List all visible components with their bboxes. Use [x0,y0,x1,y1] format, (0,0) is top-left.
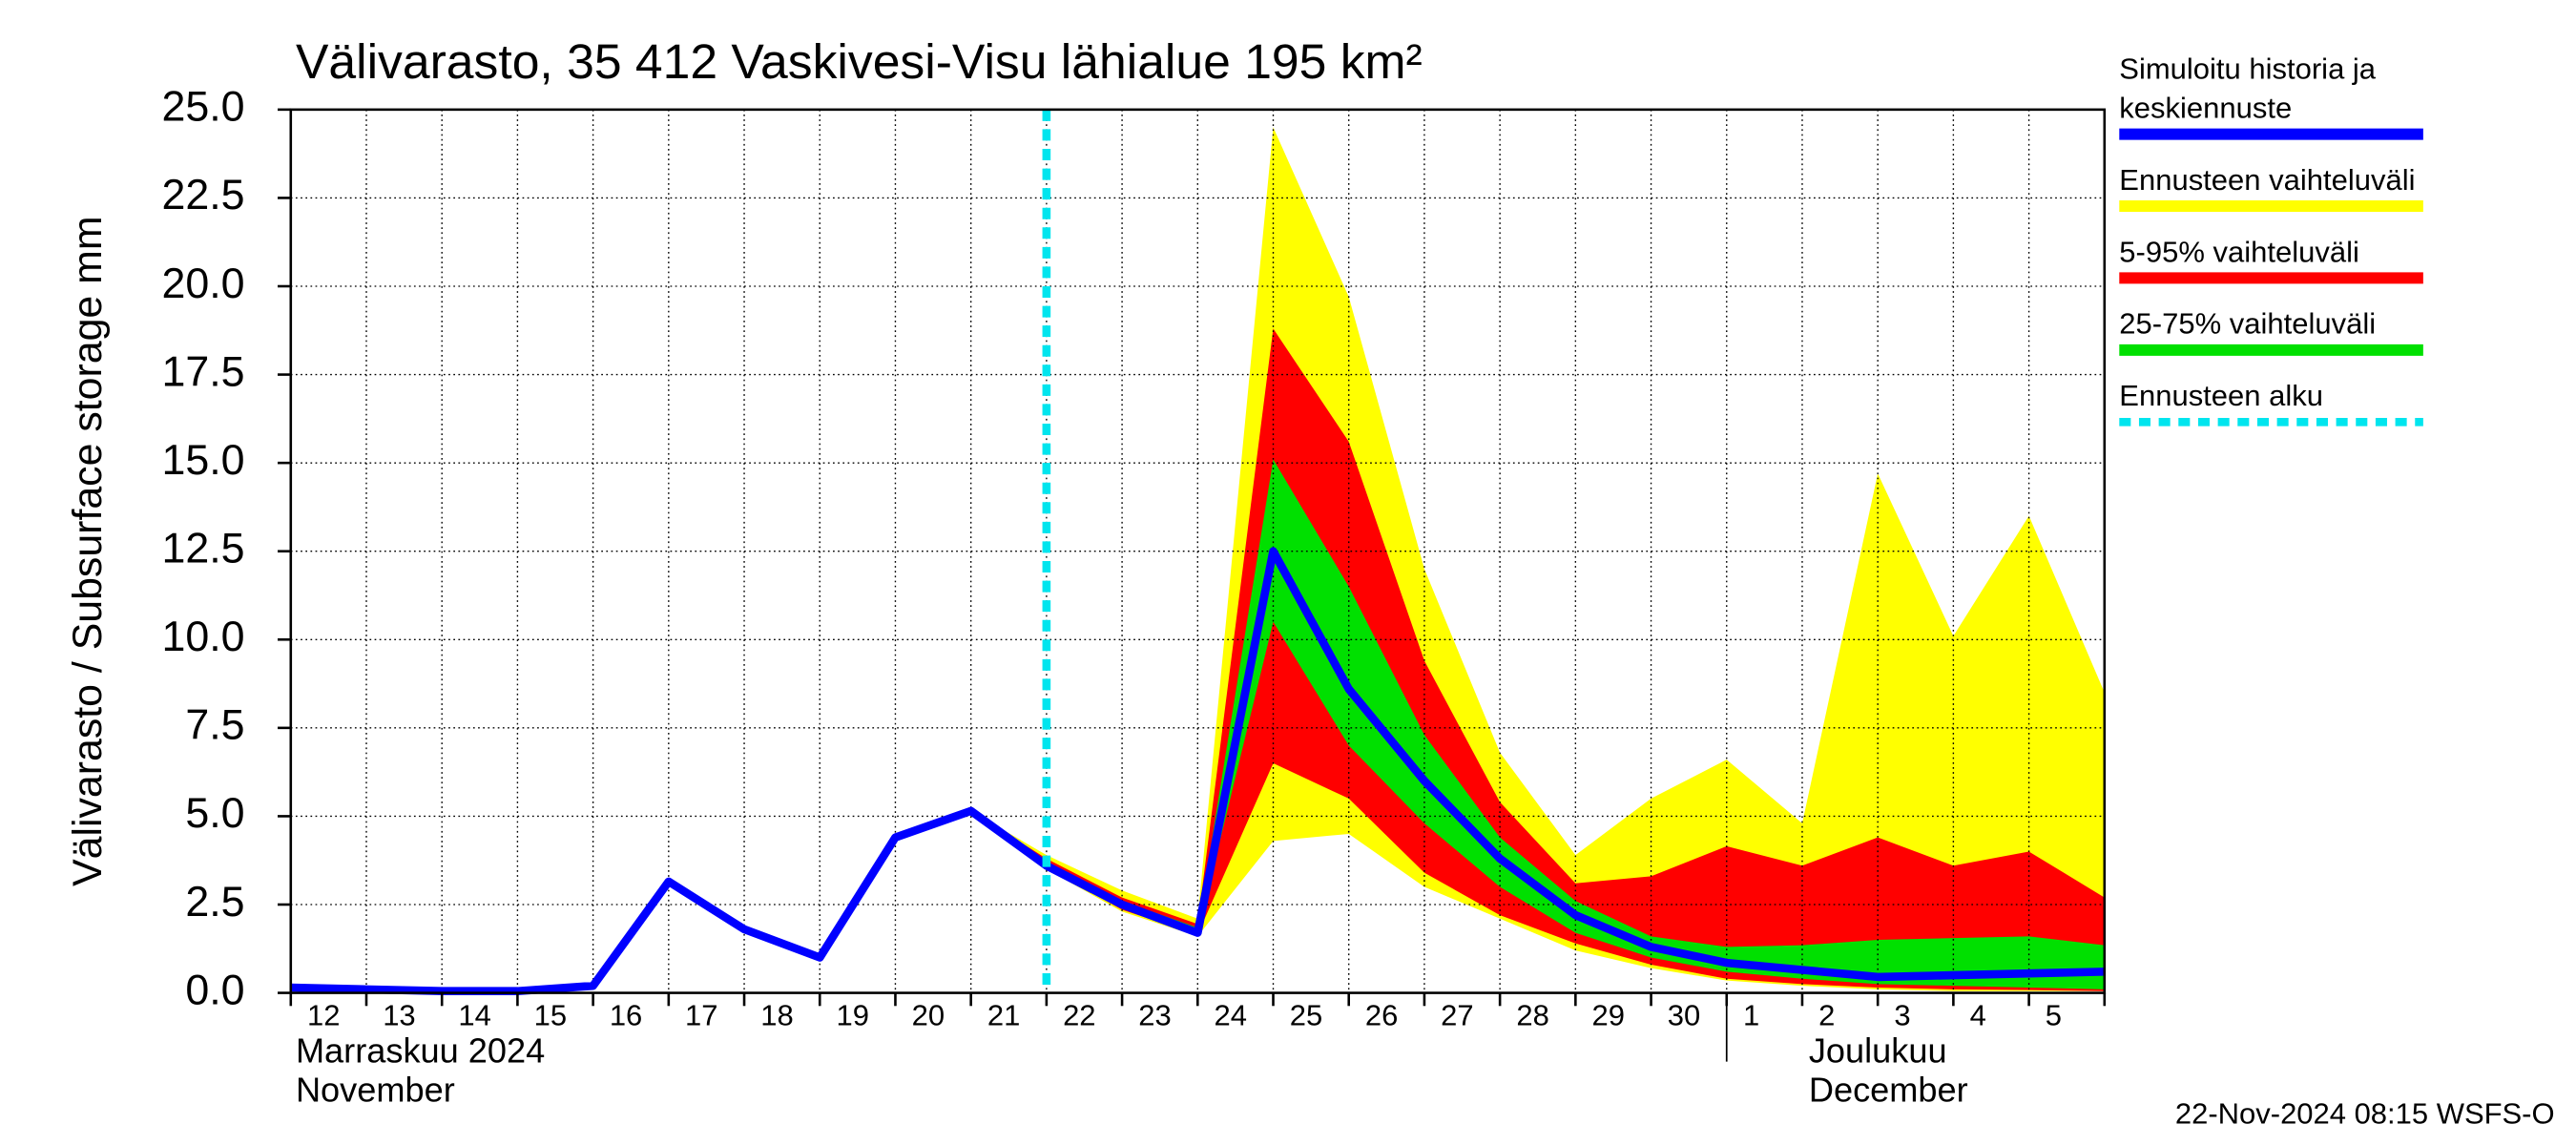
simulated-line [290,547,2105,996]
x-tick-label: 22 [1063,999,1095,1032]
month-label: December [1809,1071,1968,1110]
legend-label: Ennusteen vaihteluväli [2119,163,2416,197]
legend-label: 5-95% vaihteluväli [2119,235,2359,269]
y-axis-label: Välivarasto / Subsurface storage mm [65,216,111,885]
x-tick-label: 28 [1516,999,1548,1032]
footer: 22-Nov-2024 08:15 WSFS-O [2175,1096,2555,1130]
y-tick-label: 22.5 [161,172,244,219]
y-tick-label: 0.0 [185,967,244,1013]
x-tick-label: 27 [1441,999,1473,1032]
y-tick-label: 2.5 [185,879,244,926]
month-label: November [296,1071,455,1110]
x-tick-label: 17 [685,999,717,1032]
x-tick-label: 3 [1894,999,1910,1032]
x-tick-label: 26 [1365,999,1398,1032]
legend-entry: Ennusteen alku [2119,379,2323,412]
y-tick-label: 10.0 [161,614,244,660]
x-tick-label: 13 [383,999,415,1032]
legend-entry: 25-75% vaihteluväli [2119,307,2377,341]
x-tick-label: 25 [1290,999,1322,1032]
x-tick-label: 29 [1592,999,1625,1032]
y-tick-label: 20.0 [161,260,244,307]
forecast-band [970,328,2105,991]
legend-label: Simuloitu historia ja keskiennuste [2119,52,2377,125]
month-label: Joulukuu [1809,1031,1947,1071]
legend-label: 25-75% vaihteluväli [2119,307,2377,341]
legend-entry: 5-95% vaihteluväli [2119,235,2359,269]
x-tick-label: 30 [1668,999,1700,1032]
y-tick-label: 5.0 [185,790,244,837]
legend-entry: Ennusteen vaihteluväli [2119,163,2416,197]
y-tick-label: 7.5 [185,702,244,749]
month-label: Marraskuu 2024 [296,1031,545,1071]
x-tick-label: 2 [1818,999,1835,1032]
x-tick-label: 16 [610,999,642,1032]
legend-label: Ennusteen alku [2119,379,2323,412]
x-tick-label: 12 [307,999,340,1032]
y-tick-label: 15.0 [161,437,244,484]
legend-entry: Simuloitu historia ja keskiennuste [2119,52,2377,125]
chart-title: Välivarasto, 35 412 Vaskivesi-Visu lähia… [296,33,1423,89]
y-tick-label: 25.0 [161,84,244,131]
x-tick-label: 18 [760,999,793,1032]
x-tick-label: 24 [1215,999,1247,1032]
x-tick-label: 14 [458,999,490,1032]
x-tick-label: 4 [1970,999,1986,1032]
y-tick-label: 17.5 [161,348,244,395]
y-tick-label: 12.5 [161,526,244,572]
x-tick-label: 1 [1743,999,1759,1032]
x-tick-label: 15 [534,999,567,1032]
x-tick-label: 5 [2046,999,2062,1032]
x-tick-label: 20 [912,999,945,1032]
forecast-band [970,459,2105,989]
x-tick-label: 21 [987,999,1020,1032]
x-tick-label: 23 [1138,999,1171,1032]
x-tick-label: 19 [836,999,868,1032]
